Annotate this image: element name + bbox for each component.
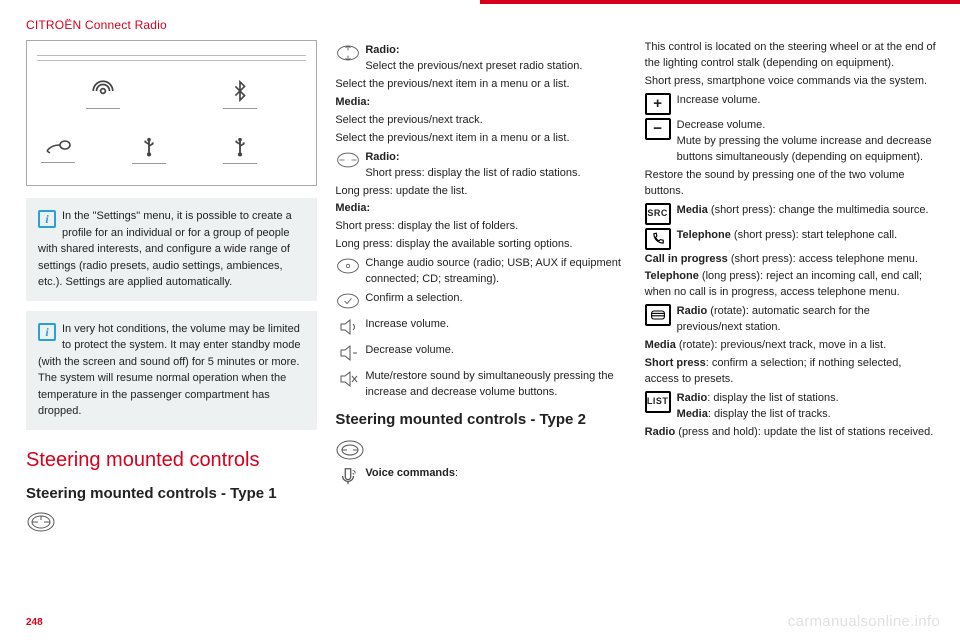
- wheel-confirm-icon: [335, 291, 361, 311]
- c3-p2: Short press, smartphone voice commands v…: [645, 74, 936, 90]
- vol-down-icon: [335, 343, 361, 363]
- src-media-b: (short press): change the multimedia sou…: [708, 204, 929, 216]
- wheel2-icon: [335, 438, 626, 462]
- media-label: Media:: [335, 96, 370, 108]
- media2-short: Short press: display the list of folders…: [335, 219, 626, 235]
- bluetooth-icon: [223, 78, 257, 109]
- wheel-arrows-icon: [335, 43, 361, 63]
- aux-icon: [41, 136, 75, 163]
- dial-button: [645, 304, 671, 326]
- radio-label: Radio:: [365, 44, 399, 56]
- radio-text: Select the previous/next preset radio st…: [365, 60, 582, 72]
- listr-a: Radio: [677, 392, 708, 404]
- minus-button: −: [645, 118, 671, 140]
- confirm-text: Confirm a selection.: [365, 291, 626, 307]
- radio2-long: Long press: update the list.: [335, 184, 626, 200]
- wheel-icon: [26, 511, 317, 533]
- column-3: This control is located on the steering …: [645, 40, 936, 533]
- source-text: Change audio source (radio; USB; AUX if …: [365, 256, 626, 288]
- radio-menu-text: Select the previous/next item in a menu …: [335, 77, 626, 93]
- radio2-text: Short press: display the list of radio s…: [365, 167, 580, 179]
- type2-title: Steering mounted controls - Type 2: [335, 411, 626, 430]
- usb-icon: [132, 135, 166, 164]
- wheel-src-icon: [335, 256, 361, 276]
- info-icon: i: [38, 323, 56, 341]
- wheel-side-icon: [335, 150, 361, 170]
- info-heat: i In very hot conditions, the volume may…: [26, 311, 317, 430]
- sp-a: Short press: [645, 357, 706, 369]
- column-2: Radio: Select the previous/next preset ra…: [335, 40, 626, 533]
- voice-icon: [335, 466, 361, 486]
- type1-title: Steering mounted controls - Type 1: [26, 485, 317, 504]
- phone-button: [645, 228, 671, 250]
- info-heat-text: In very hot conditions, the volume may b…: [38, 323, 300, 418]
- media2-long: Long press: display the available sortin…: [335, 237, 626, 253]
- mute2-text: Mute by pressing the volume increase and…: [677, 135, 932, 163]
- incvol-text: Increase volume.: [365, 317, 626, 333]
- medrot-a: Media: [645, 339, 676, 351]
- restore-text: Restore the sound by pressing one of the…: [645, 168, 936, 200]
- list-button: LIST: [645, 391, 671, 413]
- accent-bar: [480, 0, 960, 4]
- plus-button: +: [645, 93, 671, 115]
- watermark: carmanualsonline.info: [788, 613, 940, 630]
- page-number: 248: [26, 617, 43, 628]
- media2-label: Media:: [335, 202, 370, 214]
- listm-b: : display the list of tracks.: [708, 408, 831, 420]
- column-1: i In the "Settings" menu, it is possible…: [26, 40, 317, 533]
- radio2-label: Radio:: [365, 151, 399, 163]
- cip-b: (short press): access telephone menu.: [728, 253, 918, 265]
- tel-a: Telephone: [677, 229, 731, 241]
- listr-b: : display the list of stations.: [707, 392, 838, 404]
- usb2-icon: [223, 135, 257, 164]
- info-icon: i: [38, 210, 56, 228]
- decvol-text: Decrease volume.: [365, 343, 626, 359]
- rph-a: Radio: [645, 426, 676, 438]
- inc-text: Increase volume.: [677, 93, 936, 109]
- mute-text: Mute/restore sound by simultaneously pre…: [365, 369, 626, 401]
- tlp-a: Telephone: [645, 270, 699, 282]
- mute-icon: [335, 369, 361, 389]
- c3-p1: This control is located on the steering …: [645, 40, 936, 72]
- rot-a: Radio: [677, 305, 708, 317]
- connections-panel: [26, 40, 317, 186]
- info-settings: i In the "Settings" menu, it is possible…: [26, 198, 317, 301]
- section-title: Steering mounted controls: [26, 446, 317, 475]
- rph-b: (press and hold): update the list of sta…: [675, 426, 933, 438]
- src-button: SRC: [645, 203, 671, 225]
- tel-b: (short press): start telephone call.: [731, 229, 897, 241]
- src-media: Media: [677, 204, 708, 216]
- media-track: Select the previous/next track.: [335, 113, 626, 129]
- page-header: CITROËN Connect Radio: [26, 18, 936, 32]
- media-menu: Select the previous/next item in a menu …: [335, 131, 626, 147]
- vol-up-icon: [335, 317, 361, 337]
- wifi-icon: [86, 78, 120, 109]
- info-settings-text: In the "Settings" menu, it is possible t…: [38, 210, 292, 288]
- listm-a: Media: [677, 408, 708, 420]
- voice-label: Voice commands: [365, 467, 455, 479]
- dec-text: Decrease volume.: [677, 119, 766, 131]
- cip-a: Call in progress: [645, 253, 728, 265]
- medrot-b: (rotate): previous/next track, move in a…: [676, 339, 886, 351]
